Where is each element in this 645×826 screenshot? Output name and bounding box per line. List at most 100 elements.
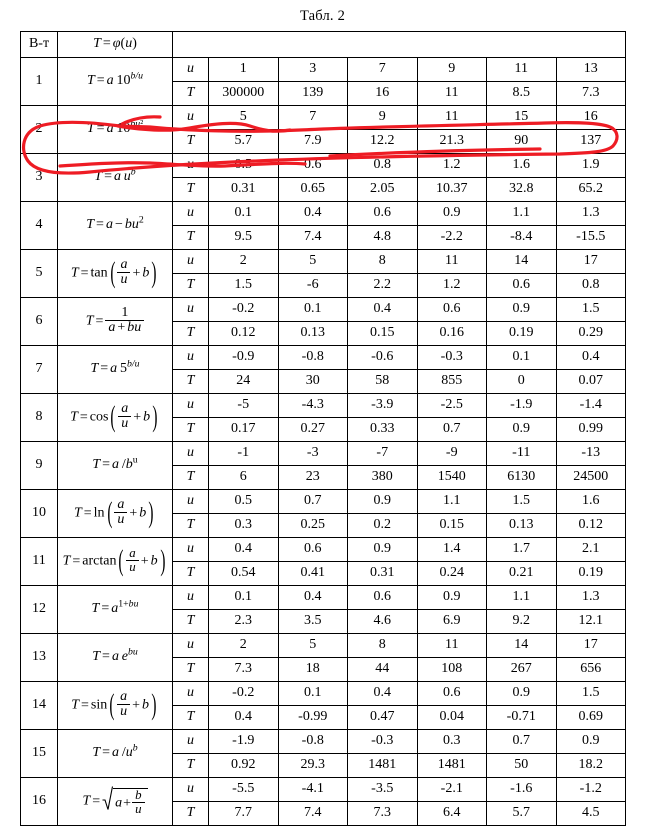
cell-u-value: 1.5 [555,297,627,322]
cell-t-value: 2.05 [347,177,418,202]
cell-u-value: 5 [208,105,279,130]
formula-cell: T = ln(a u + b) [57,489,173,538]
cell-u-value: 0.6 [416,297,487,322]
cell-t-value: 0.24 [416,561,487,586]
cell-t-value: -2.2 [416,225,487,250]
cell-t-value: 267 [486,657,557,682]
row-label-t: T [172,321,209,346]
cell-t-value: 8.5 [486,81,557,106]
row-label-u: u [172,777,209,802]
header-variant: В-т [20,31,58,58]
cell-t-value: 5.7 [208,129,279,154]
cell-t-value: 0.19 [486,321,557,346]
cell-t-value: 0.8 [555,273,627,298]
cell-t-value: -0.99 [277,705,348,730]
cell-t-value: 50 [486,753,557,778]
cell-u-value: 2 [208,633,279,658]
cell-u-value: 0.3 [416,729,487,754]
table-row: 15 T = a /ub u -1.9 -0.8 -0.3 0.3 0.7 0.9 [20,729,627,778]
cell-u-value: -5.5 [208,777,279,802]
row-label-u: u [172,441,209,466]
cell-t-value: 0.21 [486,561,557,586]
row-label-u: u [172,297,209,322]
cell-u-value: 11 [416,249,487,274]
row-label-t: T [172,465,209,490]
cell-u-value: -1.9 [208,729,279,754]
cell-u-value: 0.4 [277,585,348,610]
cell-t-value: 0.9 [486,417,557,442]
table-row-highlighted: T 0.31 0.65 2.05 10.37 32.8 65.2 [21,177,627,202]
header-blank [171,31,627,58]
formula-cell: T = a ebu [57,633,173,682]
cell-u-value: -0.2 [208,681,279,706]
formula-cell: T = cos(a u + b) [57,393,173,442]
cell-t-value: 1481 [347,753,418,778]
row-label-u: u [172,393,209,418]
cell-u-value: 11 [486,57,557,82]
cell-u-value: -0.6 [347,345,418,370]
cell-u-value: 1.3 [555,585,627,610]
cell-u-value: 7 [347,57,418,82]
row-label-t: T [172,273,209,298]
cell-u-value: 1.1 [416,489,487,514]
cell-u-value: 0.1 [486,345,557,370]
cell-t-value: 380 [347,465,418,490]
cell-t-value: 0.25 [277,513,348,538]
cell-u-value: 0.1 [208,201,279,226]
cell-t-value: 12.1 [555,609,627,634]
cell-u-value: 0.8 [347,153,418,178]
cell-u-value: -2.1 [416,777,487,802]
variant-number: 16 [20,777,58,826]
table-row: T 7.3 18 44 108 267 656 [21,657,627,682]
cell-t-value: -6 [277,273,348,298]
variant-number: 3 [20,153,58,202]
row-label-u: u [172,681,209,706]
table-row: 12 T = a1+bu u 0.1 0.4 0.6 0.9 1.1 1.3 [20,585,627,634]
table-row: T 2.3 3.5 4.6 6.9 9.2 12.1 [21,609,627,634]
row-label-t: T [172,81,209,106]
cell-t-value: 0.31 [208,177,279,202]
cell-t-value: 0.15 [347,321,418,346]
row-label-u: u [172,489,209,514]
table-row: T 0.17 0.27 0.33 0.7 0.9 0.99 [21,417,627,442]
cell-t-value: 0.99 [555,417,627,442]
cell-u-value: 9 [347,105,418,130]
cell-u-value: 15 [486,105,557,130]
cell-t-value: 90 [486,129,557,154]
cell-u-value: -0.3 [416,345,487,370]
cell-t-value: 0.31 [347,561,418,586]
row-label-t: T [172,561,209,586]
cell-t-value: 2.2 [347,273,418,298]
cell-u-value: 14 [486,249,557,274]
cell-u-value: 8 [347,249,418,274]
variant-number: 13 [20,633,58,682]
cell-u-value: 0.9 [486,681,557,706]
row-label-u: u [172,585,209,610]
cell-t-value: 5.7 [486,801,557,826]
cell-t-value: 4.6 [347,609,418,634]
cell-u-value: 1.2 [416,153,487,178]
formula-cell: T = a 5b/u [57,345,173,394]
variants-table: В-т T = φ(u) 1 T = a 10b/u u 1 3 7 9 11 13 T 300000 139… [20,31,627,826]
cell-t-value: 4.5 [555,801,627,826]
cell-u-value: 5 [277,633,348,658]
cell-t-value: 29.3 [277,753,348,778]
cell-t-value: 16 [347,81,418,106]
cell-u-value: 0.1 [277,681,348,706]
table-row: 7 T = a 5b/u u -0.9 -0.8 -0.6 -0.3 0.1 0.4 [20,345,627,394]
table-row: 4 T = a − bu2 u 0.1 0.4 0.6 0.9 1.1 1.3 [20,201,627,250]
cell-t-value: 21.3 [416,129,487,154]
cell-t-value: 1481 [416,753,487,778]
cell-u-value: 0.1 [208,585,279,610]
cell-t-value: 108 [416,657,487,682]
table-body: В-т T = φ(u) 1 T = a 10b/u u 1 3 7 9 11 13 T 300000 139… [20,31,627,826]
row-label-t: T [172,657,209,682]
cell-t-value: 7.3 [208,657,279,682]
table-row: 14 T = sin(a u + b) u -0.2 0.1 0.4 0.6 0.9 1.5 [20,681,627,730]
table-row: T 0.3 0.25 0.2 0.15 0.13 0.12 [21,513,627,538]
cell-u-value: 5 [277,249,348,274]
cell-u-value: -1.2 [555,777,627,802]
cell-t-value: 9.2 [486,609,557,634]
cell-u-value: 0.5 [208,153,279,178]
cell-u-value: 0.7 [486,729,557,754]
